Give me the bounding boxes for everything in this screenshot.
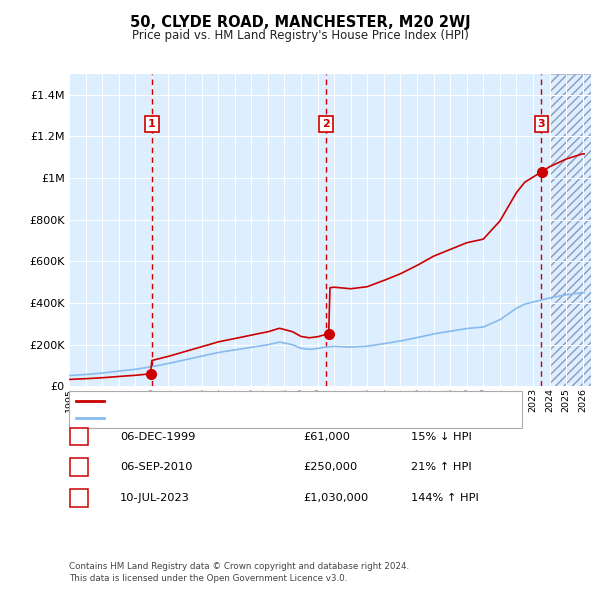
Bar xyxy=(550,74,591,386)
Text: 1: 1 xyxy=(148,119,156,129)
Text: 144% ↑ HPI: 144% ↑ HPI xyxy=(411,493,479,503)
Text: 2: 2 xyxy=(322,119,330,129)
Text: £1,030,000: £1,030,000 xyxy=(303,493,368,503)
Text: HPI: Average price, detached house, Manchester: HPI: Average price, detached house, Manc… xyxy=(109,412,362,422)
Text: 3: 3 xyxy=(76,493,83,503)
Text: Contains HM Land Registry data © Crown copyright and database right 2024.
This d: Contains HM Land Registry data © Crown c… xyxy=(69,562,409,583)
Text: Price paid vs. HM Land Registry's House Price Index (HPI): Price paid vs. HM Land Registry's House … xyxy=(131,30,469,42)
Text: 06-DEC-1999: 06-DEC-1999 xyxy=(120,432,196,441)
Text: 15% ↓ HPI: 15% ↓ HPI xyxy=(411,432,472,441)
Text: 3: 3 xyxy=(538,119,545,129)
Text: 1: 1 xyxy=(76,432,83,441)
Text: £61,000: £61,000 xyxy=(303,432,350,441)
Text: 50, CLYDE ROAD, MANCHESTER, M20 2WJ (detached house): 50, CLYDE ROAD, MANCHESTER, M20 2WJ (det… xyxy=(109,396,419,407)
Text: 21% ↑ HPI: 21% ↑ HPI xyxy=(411,463,472,472)
Text: 50, CLYDE ROAD, MANCHESTER, M20 2WJ: 50, CLYDE ROAD, MANCHESTER, M20 2WJ xyxy=(130,15,470,30)
Text: 06-SEP-2010: 06-SEP-2010 xyxy=(120,463,193,472)
Text: £250,000: £250,000 xyxy=(303,463,357,472)
Text: 2: 2 xyxy=(76,463,83,472)
Text: 10-JUL-2023: 10-JUL-2023 xyxy=(120,493,190,503)
